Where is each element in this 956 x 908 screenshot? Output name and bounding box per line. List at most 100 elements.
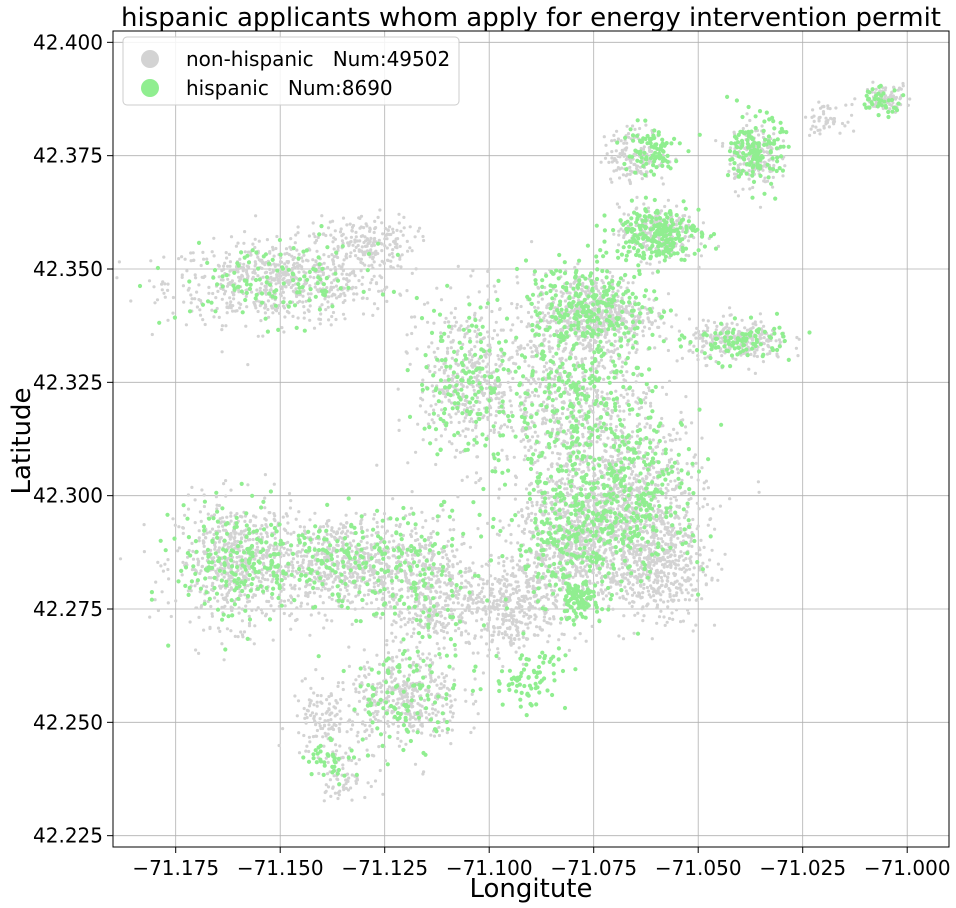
scatter-point: [369, 248, 373, 252]
scatter-point: [349, 544, 353, 548]
scatter-point: [607, 397, 611, 401]
scatter-point: [333, 791, 337, 795]
scatter-point: [363, 551, 367, 556]
scatter-point: [304, 749, 308, 753]
scatter-point: [407, 580, 411, 585]
scatter-point: [345, 588, 349, 593]
scatter-point: [287, 569, 291, 573]
scatter-point: [291, 283, 295, 287]
scatter-point: [294, 287, 298, 291]
scatter-point: [326, 226, 331, 230]
scatter-point: [328, 778, 332, 782]
scatter-point: [239, 630, 243, 634]
scatter-point: [357, 587, 361, 591]
scatter-point: [315, 700, 319, 704]
scatter-point: [442, 392, 446, 396]
scatter-point: [369, 543, 373, 547]
scatter-point: [261, 556, 265, 561]
scatter-point: [359, 539, 363, 544]
scatter-point: [464, 699, 468, 703]
scatter-point: [272, 548, 276, 552]
scatter-point: [291, 563, 295, 567]
scatter-point: [588, 404, 592, 408]
scatter-point: [255, 288, 259, 292]
scatter-point: [533, 448, 538, 452]
scatter-point: [530, 504, 535, 508]
scatter-point: [261, 275, 265, 279]
scatter-point: [372, 585, 376, 589]
scatter-point: [397, 578, 401, 582]
scatter-point: [621, 373, 625, 378]
scatter-point: [351, 243, 355, 247]
scatter-point: [473, 345, 477, 349]
scatter-point: [438, 620, 442, 624]
scatter-point: [343, 570, 347, 575]
scatter-point: [322, 799, 326, 803]
scatter-point: [279, 555, 283, 559]
scatter-point: [571, 475, 575, 479]
scatter-point: [354, 235, 358, 239]
scatter-point: [176, 549, 180, 553]
scatter-point: [376, 607, 381, 611]
scatter-point: [677, 559, 681, 563]
scatter-point: [370, 730, 374, 734]
scatter-point: [312, 276, 316, 280]
scatter-point: [380, 575, 384, 579]
scatter-point: [155, 298, 160, 302]
scatter-point: [221, 524, 225, 528]
scatter-point: [309, 559, 313, 564]
scatter-point: [469, 405, 473, 409]
scatter-point: [221, 606, 225, 610]
scatter-point: [529, 382, 533, 386]
scatter-point: [431, 530, 435, 534]
scatter-point: [344, 236, 348, 240]
scatter-point: [427, 581, 431, 585]
scatter-point: [330, 585, 335, 589]
scatter-points: [115, 80, 912, 803]
scatter-point: [406, 620, 410, 624]
scatter-point: [226, 282, 230, 286]
scatter-point: [451, 667, 455, 671]
scatter-point: [312, 714, 316, 719]
scatter-point: [530, 435, 535, 439]
scatter-point: [651, 438, 655, 442]
scatter-point: [383, 731, 387, 735]
scatter-point: [304, 721, 308, 725]
scatter-point: [447, 399, 451, 403]
scatter-point: [207, 291, 211, 295]
scatter-point: [304, 281, 308, 285]
scatter-point: [406, 553, 410, 558]
scatter-point: [432, 350, 436, 354]
scatter-point: [410, 315, 414, 319]
scatter-point: [185, 269, 189, 273]
scatter-point: [424, 710, 428, 714]
scatter-point: [317, 771, 321, 776]
scatter-point: [560, 400, 564, 404]
scatter-point: [672, 488, 677, 492]
scatter-point: [502, 393, 506, 397]
scatter-point: [353, 274, 357, 278]
scatter-point: [599, 505, 603, 509]
scatter-point: [424, 716, 429, 720]
scatter-point: [314, 668, 318, 672]
scatter-point: [407, 673, 411, 677]
scatter-point: [643, 481, 647, 485]
scatter-point: [385, 246, 389, 250]
scatter-point: [471, 601, 475, 605]
scatter-point: [353, 238, 357, 242]
scatter-point: [450, 379, 454, 383]
scatter-point: [186, 507, 191, 511]
scatter-point: [334, 749, 339, 753]
scatter-point: [509, 410, 514, 414]
scatter-point: [222, 482, 226, 486]
scatter-point: [337, 264, 341, 268]
scatter-point: [472, 388, 476, 392]
scatter-point: [368, 226, 372, 230]
scatter-point: [404, 657, 408, 661]
scatter-point: [397, 706, 401, 710]
scatter-point: [142, 550, 146, 554]
scatter-point: [391, 722, 395, 726]
scatter-point: [435, 574, 439, 578]
scatter-point: [231, 304, 235, 308]
scatter-point: [386, 574, 391, 578]
